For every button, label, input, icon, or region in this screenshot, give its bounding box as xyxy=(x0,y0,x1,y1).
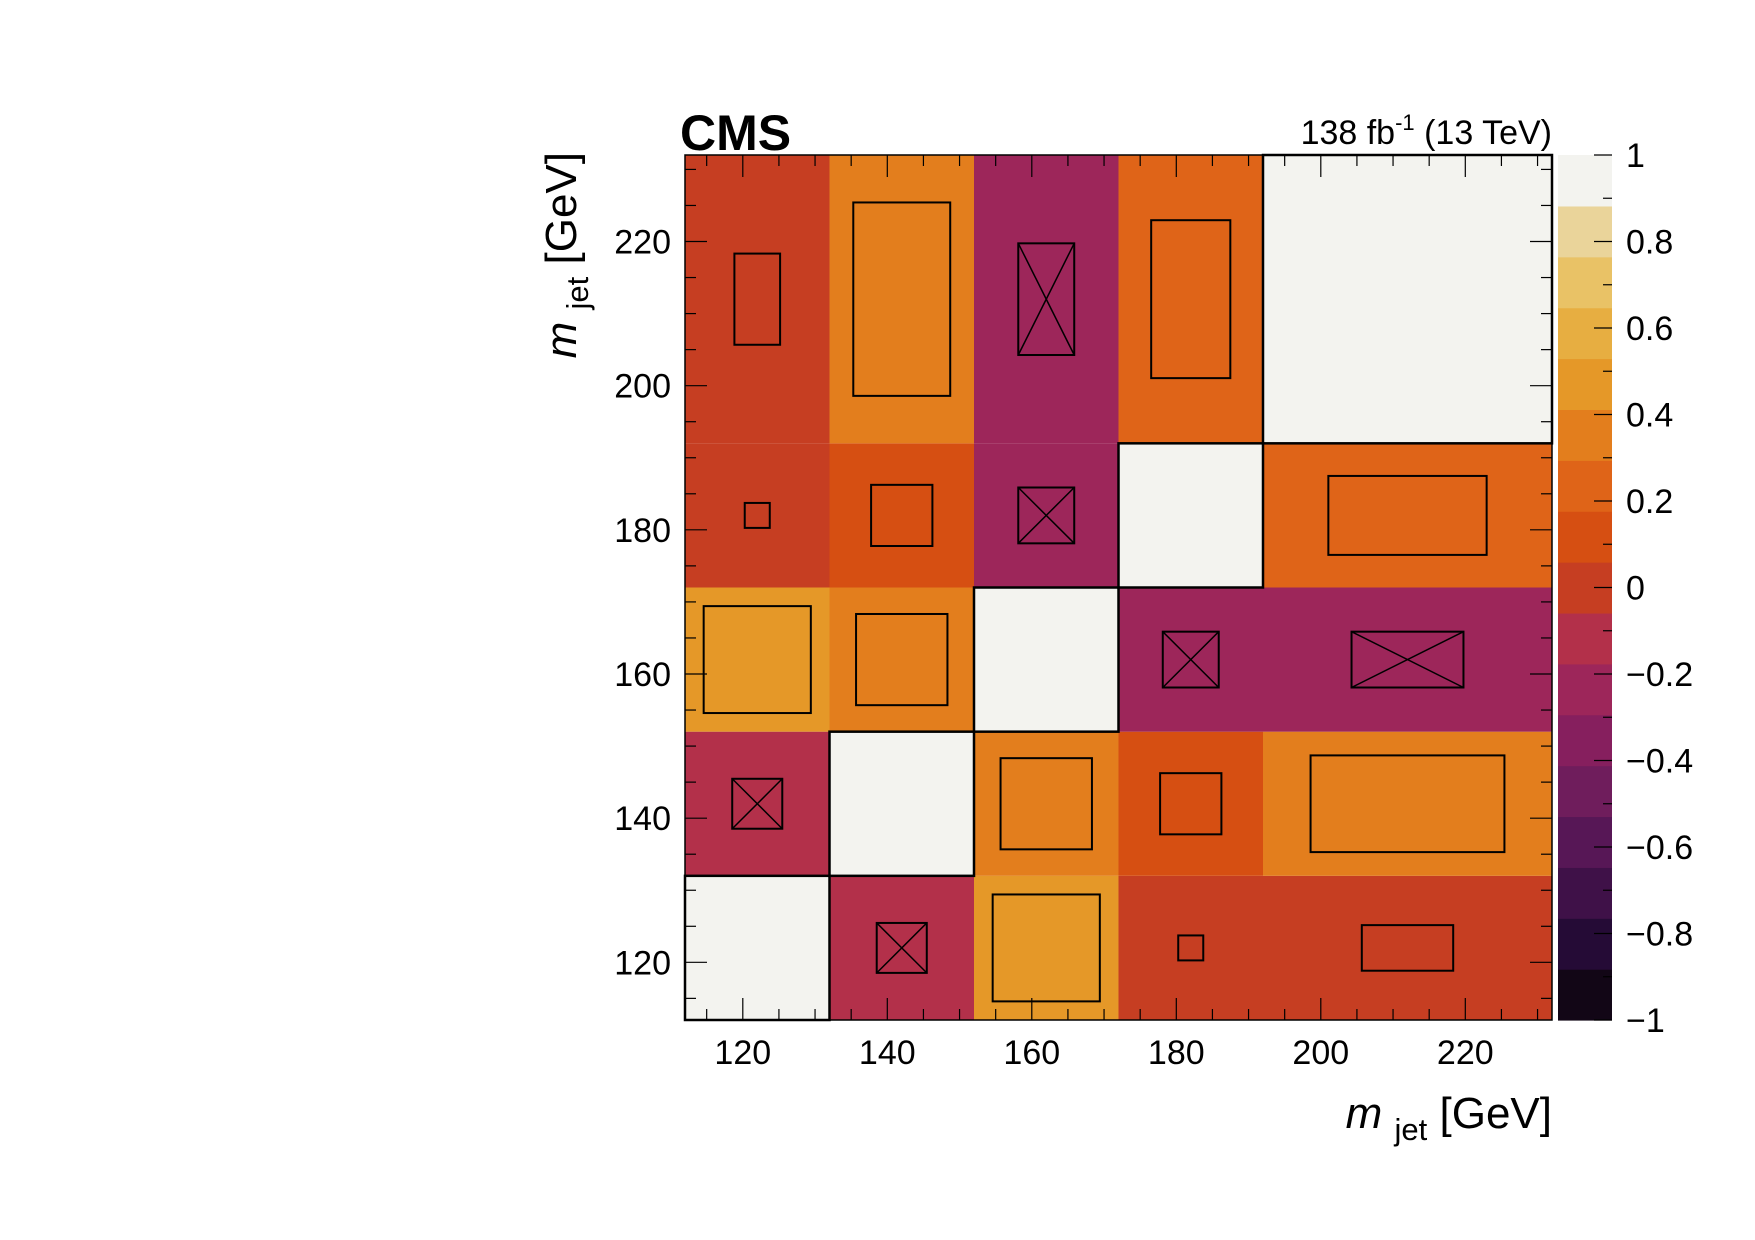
heatmap-cell-1-1 xyxy=(829,731,974,876)
x-tick-label-200: 200 xyxy=(1292,1034,1349,1072)
colorbar-segment-4 xyxy=(1558,765,1612,818)
box-0-2 xyxy=(991,893,1101,1003)
colorbar-segment-0 xyxy=(1558,969,1612,1021)
heatmap-cell-4-1 xyxy=(829,155,974,444)
diagonal-outline-1 xyxy=(828,730,976,878)
lumi-label: 138 fb-1 (13 TeV) xyxy=(1301,110,1552,152)
colorbar-tick-label-3: 0.4 xyxy=(1626,397,1673,435)
box-2-4 xyxy=(1350,630,1465,689)
box-0-1 xyxy=(875,921,928,974)
box-4-1 xyxy=(852,201,952,397)
box-3-4 xyxy=(1327,474,1488,556)
box-0-4 xyxy=(1360,924,1455,972)
colorbar-segment-12 xyxy=(1558,358,1612,411)
colorbar-tick-label-2: 0.6 xyxy=(1626,310,1673,348)
colorbar-segment-1 xyxy=(1558,918,1612,970)
colorbar-segment-10 xyxy=(1558,460,1612,512)
y-tick-label-200: 200 xyxy=(614,368,671,406)
heatmap-cell-0-4 xyxy=(1263,875,1552,1020)
heatmap-cell-3-4 xyxy=(1263,443,1552,588)
x-axis-ticks: 120 140 160 180 200 220 xyxy=(706,155,1539,1072)
heatmap-cell-4-3 xyxy=(1118,155,1263,444)
heatmap-cells xyxy=(685,155,1552,1020)
box-0-3 xyxy=(1177,934,1205,962)
x-tick-label-180: 180 xyxy=(1148,1034,1205,1072)
box-3-2 xyxy=(1017,486,1076,545)
colorbar-ticks: 1 0.8 0.6 0.4 0.2 0 −0.2 −0.4 −0.6 −0.8 −1 xyxy=(1594,137,1693,1040)
box-1-0 xyxy=(731,777,784,830)
colorbar-segment-9 xyxy=(1558,511,1612,563)
heatmap-cell-1-4 xyxy=(1263,731,1552,876)
x-tick-label-140: 140 xyxy=(859,1034,916,1072)
box-4-3 xyxy=(1150,219,1232,380)
box-1-2 xyxy=(999,757,1093,851)
heatmap-cell-0-2 xyxy=(974,875,1119,1020)
plot-frame xyxy=(684,154,1553,1021)
x-tick-label-160: 160 xyxy=(1003,1034,1060,1072)
colorbar-segment-14 xyxy=(1558,256,1612,309)
y-tick-label-160: 160 xyxy=(614,656,671,694)
heatmap-cell-1-2 xyxy=(974,731,1119,876)
cms-label: CMS xyxy=(680,105,791,161)
colorbar-tick-label-9: −0.8 xyxy=(1626,916,1693,954)
colorbar-tick-label-7: −0.4 xyxy=(1626,743,1693,781)
box-cross-b-3-2 xyxy=(1017,486,1075,544)
colorbar-tick-label-4: 0.2 xyxy=(1626,483,1673,521)
colorbar-segment-2 xyxy=(1558,867,1612,919)
box-4-2 xyxy=(1017,242,1076,357)
box-4-0 xyxy=(733,252,782,346)
y-tick-label-120: 120 xyxy=(614,944,671,982)
box-cross-b-4-2 xyxy=(1017,242,1075,356)
y-axis-title: m jet [GeV] xyxy=(537,152,595,358)
heatmap-cell-3-1 xyxy=(829,443,974,588)
colorbar-tick-label-1: 0.8 xyxy=(1626,224,1673,262)
heatmap-boxes xyxy=(702,201,1506,1003)
x-tick-label-120: 120 xyxy=(714,1034,771,1072)
box-1-4 xyxy=(1309,754,1506,854)
heatmap-cell-2-2 xyxy=(974,587,1119,732)
heatmap-cell-2-0 xyxy=(685,587,830,732)
y-axis-ticks: 120 140 160 180 200 220 xyxy=(614,168,1552,999)
colorbar-segment-15 xyxy=(1558,205,1612,258)
y-tick-label-180: 180 xyxy=(614,512,671,550)
heatmap-cell-2-1 xyxy=(829,587,974,732)
y-tick-label-220: 220 xyxy=(614,224,671,262)
y-tick-label-140: 140 xyxy=(614,800,671,838)
colorbar-segment-7 xyxy=(1558,612,1612,665)
colorbar-segment-6 xyxy=(1558,663,1612,716)
box-cross-b-2-4 xyxy=(1351,630,1464,689)
heatmap-cell-0-0 xyxy=(685,875,830,1020)
heatmap-cell-4-0 xyxy=(685,155,830,444)
box-2-3 xyxy=(1161,630,1220,689)
box-cross-b-2-3 xyxy=(1162,631,1220,689)
heatmap-cell-1-3 xyxy=(1118,731,1263,876)
box-1-3 xyxy=(1159,772,1223,836)
colorbar-tick-label-5: 0 xyxy=(1626,570,1645,608)
colorbar-segment-13 xyxy=(1558,307,1612,360)
colorbar-tick-label-6: −0.2 xyxy=(1626,656,1693,694)
heatmap-cell-0-3 xyxy=(1118,875,1263,1020)
diagonal-outline-2 xyxy=(972,586,1120,733)
heatmap-cell-4-4 xyxy=(1263,155,1552,444)
diagonal-outline-3 xyxy=(1117,442,1265,589)
colorbar-tick-label-10: −1 xyxy=(1626,1002,1665,1040)
box-cross-b-0-1 xyxy=(876,922,928,974)
colorbar-segment-3 xyxy=(1558,816,1612,868)
box-cross-b-1-0 xyxy=(731,778,783,830)
colorbar-tick-label-0: 1 xyxy=(1626,137,1645,175)
box-3-0 xyxy=(743,501,771,529)
box-2-0 xyxy=(702,605,812,715)
colorbar-segment-5 xyxy=(1558,714,1612,767)
heatmap-cell-3-0 xyxy=(685,443,830,588)
box-2-1 xyxy=(855,612,949,707)
x-axis-title: m jet [GeV] xyxy=(1346,1089,1552,1147)
box-3-1 xyxy=(870,483,934,547)
heatmap-cell-3-3 xyxy=(1118,443,1263,588)
colorbar-segment-11 xyxy=(1558,409,1612,461)
x-tick-label-220: 220 xyxy=(1437,1034,1494,1072)
colorbar-tick-label-8: −0.6 xyxy=(1626,829,1693,867)
